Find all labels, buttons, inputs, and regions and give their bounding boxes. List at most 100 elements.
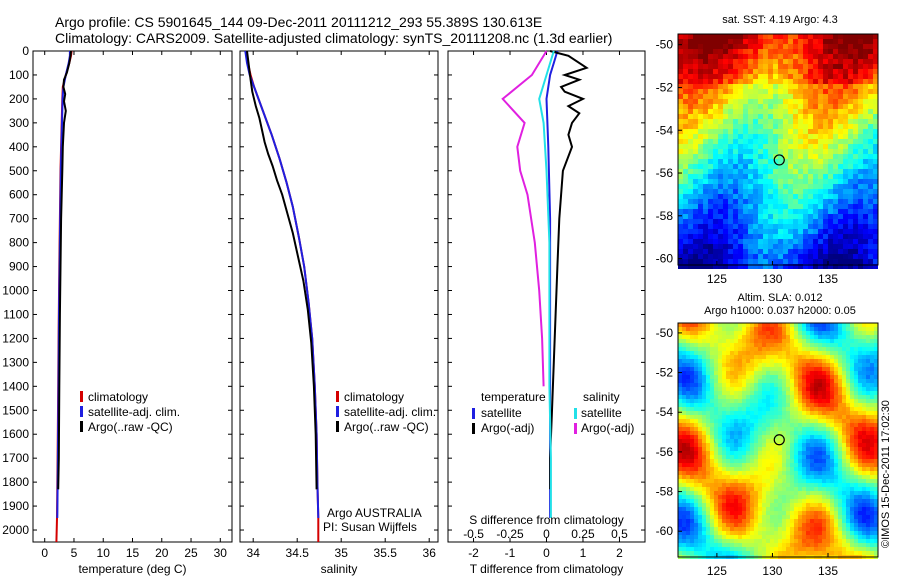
map-cell [728,54,733,59]
map-cell [842,523,846,527]
map-cell [718,447,722,451]
map-cell [842,423,846,427]
map-cell [708,109,713,114]
map-cell [768,44,773,49]
map-cell [728,34,733,39]
map-cell [762,379,766,383]
map-cell [693,204,698,209]
map-cell [866,447,870,451]
map-cell [838,49,843,54]
map-cell [783,129,788,134]
map-cell [838,249,843,254]
map-cell [708,74,713,79]
map-cell [754,419,758,423]
map-cell [718,159,723,164]
map-cell [806,367,810,371]
map-cell [682,363,686,367]
map-cell [823,204,828,209]
map-cell [768,219,773,224]
map-cell [793,169,798,174]
map-cell [830,411,834,415]
map-cell [846,323,850,327]
map-cell [678,455,682,459]
map-cell [758,79,763,84]
map-cell [806,455,810,459]
map-cell [822,511,826,515]
map-cell [842,495,846,499]
map-cell [728,84,733,89]
map-cell [868,174,873,179]
map-cell [798,327,802,331]
map-cell [728,169,733,174]
map-cell [750,523,754,527]
map-cell [834,519,838,523]
map-cell [774,519,778,523]
map-cell [743,154,748,159]
map-cell [798,407,802,411]
map-cell [708,254,713,259]
map-cell [738,351,742,355]
map-cell [806,343,810,347]
map-cell [773,149,778,154]
map-cell [722,495,726,499]
map-cell [842,499,846,503]
map-cell [786,431,790,435]
map-cell [846,403,850,407]
map-cell [702,523,706,527]
map-cell [768,94,773,99]
map-cell [818,383,822,387]
map-cell [798,359,802,363]
map-cell [702,415,706,419]
map-cell [743,84,748,89]
map-cell [828,129,833,134]
map-cell [830,471,834,475]
map-cell [798,59,803,64]
map-cell [702,431,706,435]
map-cell [766,443,770,447]
map-cell [794,503,798,507]
map-cell [853,44,858,49]
map-cell [702,467,706,471]
map-cell [874,395,878,399]
map-cell [726,383,730,387]
map-cell [690,515,694,519]
map-cell [794,427,798,431]
map-cell [788,169,793,174]
map-cell [786,343,790,347]
map-cell [718,249,723,254]
map-cell [718,129,723,134]
map-cell [758,439,762,443]
map-cell [810,543,814,547]
map-cell [694,383,698,387]
map-cell [830,403,834,407]
map-cell [830,523,834,527]
map-cell [850,427,854,431]
map-cell [842,323,846,327]
map-cell [863,159,868,164]
map-cell [713,174,718,179]
map-cell [708,234,713,239]
map-cell [733,139,738,144]
map-cell [763,64,768,69]
map-cell [762,375,766,379]
map-cell [783,114,788,119]
map-cell [788,49,793,54]
map-cell [783,44,788,49]
map-cell [814,367,818,371]
map-cell [766,431,770,435]
map-cell [754,387,758,391]
map-cell [723,244,728,249]
map-cell [762,459,766,463]
map-cell [738,224,743,229]
map-cell [768,199,773,204]
map-cell [702,539,706,543]
map-cell [862,339,866,343]
map-cell [874,415,878,419]
map-cell [750,395,754,399]
map-cell [730,419,734,423]
map-cell [862,367,866,371]
map-cell [758,451,762,455]
map-cell [698,94,703,99]
map-cell [850,491,854,495]
map-cell [866,355,870,359]
